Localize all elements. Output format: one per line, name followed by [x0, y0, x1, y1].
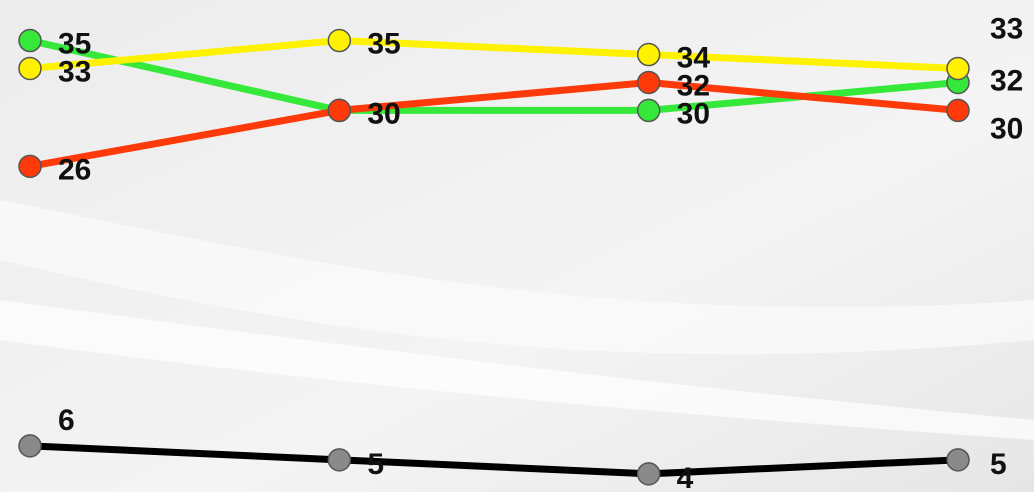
- point: [636, 462, 661, 486]
- data-label: 26: [58, 153, 91, 186]
- series-line: [29, 37, 959, 72]
- point: [946, 98, 970, 123]
- point: [636, 98, 661, 123]
- data-label: 30: [677, 97, 710, 130]
- data-label: 30: [990, 112, 1023, 145]
- swoosh: [0, 300, 1034, 440]
- point: [18, 28, 42, 53]
- point: [636, 70, 661, 95]
- data-label: 32: [677, 69, 710, 102]
- point: [327, 28, 352, 53]
- data-label: 33: [58, 55, 91, 88]
- data-label: 5: [367, 448, 384, 481]
- point: [946, 448, 970, 472]
- data-label: 30: [367, 97, 400, 130]
- data-label: 32: [990, 64, 1023, 97]
- data-label: 35: [58, 27, 91, 60]
- data-label: 35: [367, 27, 400, 60]
- point: [18, 154, 42, 179]
- data-label: 30: [367, 97, 400, 130]
- point: [946, 56, 970, 81]
- data-label: 34: [677, 41, 711, 74]
- data-label: 5: [990, 448, 1007, 481]
- data-label: 6: [58, 404, 75, 437]
- point: [18, 434, 42, 458]
- data-label: 4: [677, 462, 694, 492]
- point: [327, 448, 352, 472]
- point: [327, 98, 352, 123]
- point: [636, 42, 661, 67]
- series-line: [29, 78, 959, 170]
- swoosh: [0, 200, 1034, 355]
- data-label: 33: [990, 12, 1023, 45]
- point: [18, 56, 42, 81]
- series-line: [29, 442, 959, 478]
